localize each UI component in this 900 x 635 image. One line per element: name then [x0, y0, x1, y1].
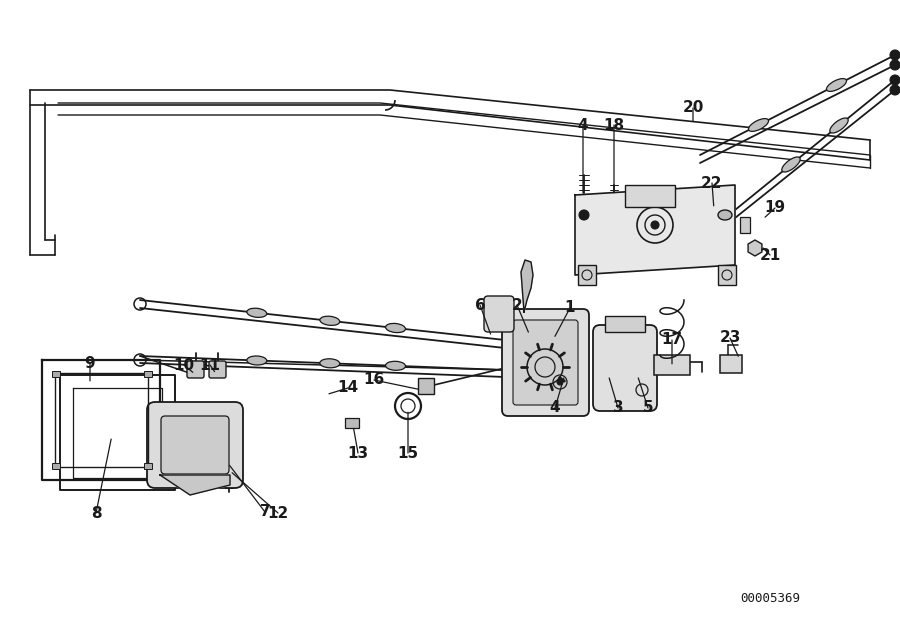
FancyBboxPatch shape — [187, 361, 204, 378]
Text: 10: 10 — [174, 358, 194, 373]
Bar — [718, 265, 736, 285]
Circle shape — [890, 85, 900, 95]
Bar — [52, 463, 60, 469]
Bar — [144, 371, 152, 377]
Circle shape — [890, 75, 900, 85]
Ellipse shape — [718, 210, 732, 220]
Polygon shape — [521, 260, 533, 312]
Bar — [740, 217, 750, 233]
FancyBboxPatch shape — [418, 378, 434, 394]
Ellipse shape — [830, 118, 848, 133]
Text: 11: 11 — [200, 358, 220, 373]
Ellipse shape — [385, 361, 406, 370]
Bar — [605, 316, 645, 332]
Text: 8: 8 — [91, 505, 102, 521]
Text: 3: 3 — [613, 401, 624, 415]
Text: 00005369: 00005369 — [740, 591, 800, 605]
Text: 4: 4 — [578, 117, 589, 133]
FancyBboxPatch shape — [209, 361, 226, 378]
FancyBboxPatch shape — [593, 325, 657, 411]
Bar — [345, 418, 359, 428]
Text: 23: 23 — [719, 330, 741, 345]
Circle shape — [890, 50, 900, 60]
Text: 7: 7 — [260, 504, 270, 519]
Bar — [144, 463, 152, 469]
Text: 22: 22 — [701, 175, 723, 190]
Ellipse shape — [749, 119, 769, 131]
Ellipse shape — [826, 79, 847, 91]
Text: 1: 1 — [565, 300, 575, 316]
Text: 16: 16 — [364, 373, 384, 387]
Circle shape — [579, 210, 589, 220]
Text: 13: 13 — [347, 446, 369, 460]
Ellipse shape — [385, 323, 406, 333]
FancyBboxPatch shape — [502, 309, 589, 416]
FancyBboxPatch shape — [513, 320, 578, 405]
Text: 20: 20 — [682, 100, 704, 116]
Ellipse shape — [247, 356, 266, 365]
FancyBboxPatch shape — [720, 355, 742, 373]
Circle shape — [651, 221, 659, 229]
Text: 9: 9 — [85, 356, 95, 370]
Text: 5: 5 — [643, 401, 653, 415]
FancyBboxPatch shape — [147, 402, 243, 488]
Text: 21: 21 — [760, 248, 780, 262]
FancyBboxPatch shape — [654, 355, 690, 375]
FancyBboxPatch shape — [484, 296, 514, 332]
Text: 6: 6 — [474, 298, 485, 312]
Text: 15: 15 — [398, 446, 418, 460]
Polygon shape — [575, 185, 735, 275]
Polygon shape — [160, 475, 230, 495]
Bar — [625, 185, 675, 207]
Bar — [578, 265, 596, 285]
Circle shape — [557, 379, 563, 385]
Text: 17: 17 — [662, 333, 682, 347]
Ellipse shape — [320, 316, 340, 325]
Text: 4: 4 — [550, 401, 561, 415]
Text: 18: 18 — [603, 117, 625, 133]
Bar — [52, 371, 60, 377]
Ellipse shape — [782, 157, 800, 172]
Text: 14: 14 — [338, 380, 358, 396]
Circle shape — [890, 60, 900, 70]
FancyBboxPatch shape — [161, 416, 229, 474]
Ellipse shape — [320, 359, 340, 368]
Text: 2: 2 — [511, 298, 522, 312]
Text: 12: 12 — [267, 505, 289, 521]
Ellipse shape — [247, 308, 266, 318]
Text: 19: 19 — [764, 201, 786, 215]
